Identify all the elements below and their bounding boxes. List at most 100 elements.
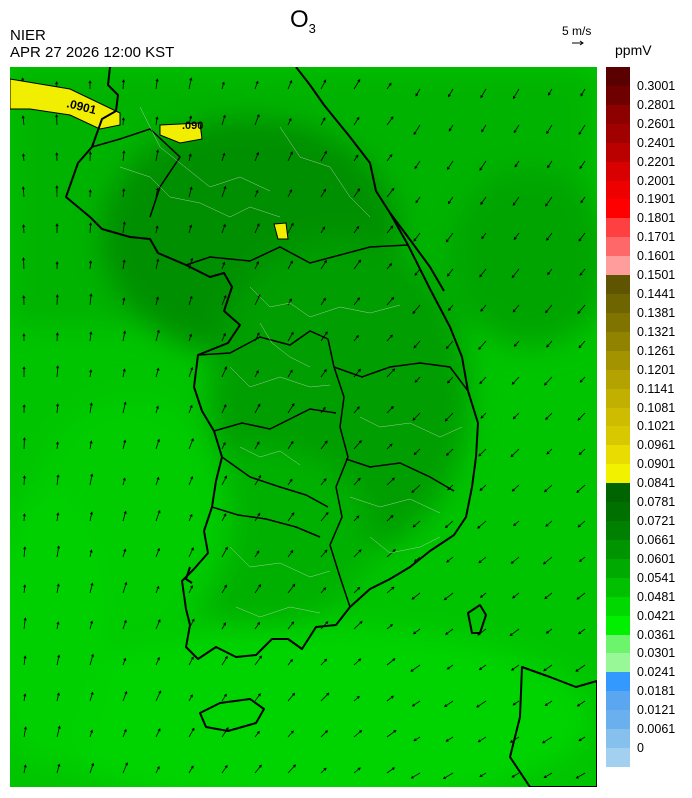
- wind-reference-arrow-icon: [572, 40, 584, 46]
- wind-arrow-icon: [254, 151, 260, 162]
- wind-arrow-icon: [155, 690, 162, 702]
- wind-arrow-icon: [55, 223, 59, 234]
- wind-arrow-icon: [577, 628, 586, 635]
- wind-arrow-icon: [287, 117, 292, 126]
- wind-arrow-icon: [480, 304, 487, 312]
- colorbar-tick-label: 0.0961: [637, 438, 676, 453]
- wind-arrow-icon: [155, 619, 161, 630]
- wind-arrow-icon: [386, 729, 397, 738]
- wind-arrow-icon: [353, 658, 362, 666]
- wind-arrow-icon: [23, 617, 27, 630]
- colorbar-segment: [606, 85, 630, 106]
- colorbar-tick-label: 0.0361: [637, 627, 676, 642]
- wind-arrow-icon: [509, 628, 520, 637]
- colorbar-tick-label: 0.0781: [637, 495, 676, 510]
- wind-arrow-icon: [477, 520, 487, 529]
- wind-arrow-icon: [188, 404, 193, 414]
- wind-arrow-icon: [445, 628, 454, 635]
- wind-arrow-icon: [89, 293, 93, 306]
- wind-arrow-icon: [22, 513, 26, 522]
- wind-arrow-icon: [155, 225, 159, 234]
- wind-arrow-icon: [122, 401, 127, 414]
- wind-arrow-icon: [56, 763, 61, 774]
- wind-arrow-icon: [353, 297, 361, 306]
- wind-arrow-icon: [353, 767, 361, 774]
- wind-arrow-icon: [89, 729, 94, 738]
- wind-arrow-icon: [412, 304, 421, 315]
- wind-arrow-icon: [56, 512, 60, 522]
- wind-arrow-icon: [287, 549, 294, 558]
- wind-arrow-icon: [353, 225, 360, 234]
- wind-arrow-icon: [445, 736, 454, 742]
- wind-arrow-icon: [413, 124, 421, 135]
- wind-arrow-icon: [221, 223, 226, 234]
- wind-arrow-icon: [287, 764, 297, 774]
- wind-arrow-icon: [543, 772, 553, 779]
- colorbar-segment: [606, 672, 630, 692]
- wind-arrow-icon: [55, 261, 59, 270]
- colorbar-tick-label: 0.0421: [637, 608, 676, 623]
- colorbar-segment: [606, 123, 630, 144]
- wind-arrow-icon: [122, 510, 127, 522]
- wind-arrow-icon: [22, 333, 26, 342]
- wind-arrow-icon: [386, 624, 394, 630]
- colorbar-segment: [606, 577, 630, 598]
- wind-arrow-icon: [410, 664, 421, 672]
- wind-arrow-icon: [155, 547, 160, 558]
- colorbar-segment: [606, 691, 630, 711]
- colorbar-tick-label: 0.1901: [637, 192, 676, 207]
- wind-arrow-icon: [353, 334, 359, 342]
- wind-arrow-icon: [287, 260, 293, 270]
- colorbar-tick-label: 0.2601: [637, 116, 676, 131]
- wind-arrow-icon: [547, 160, 553, 169]
- wind-arrow-icon: [320, 117, 326, 126]
- wind-arrow-icon: [577, 412, 586, 421]
- wind-arrow-icon: [320, 297, 326, 306]
- wind-arrow-icon: [353, 586, 361, 594]
- wind-arrow-icon: [545, 196, 553, 207]
- wind-arrow-icon: [155, 728, 161, 738]
- wind-vectors: [21, 77, 586, 780]
- colorbar-segment: [606, 350, 630, 371]
- wind-arrow-icon: [353, 477, 361, 486]
- colorbar-tick-label: 0.1141: [637, 381, 675, 396]
- wind-arrow-icon: [446, 268, 454, 277]
- wind-arrow-icon: [287, 658, 294, 666]
- wind-arrow-icon: [353, 368, 361, 378]
- wind-arrow-icon: [122, 690, 128, 702]
- wind-arrow-icon: [188, 765, 194, 774]
- wind-arrow-icon: [188, 77, 193, 90]
- wind-arrow-icon: [320, 226, 326, 234]
- wind-arrow-icon: [221, 152, 226, 162]
- wind-arrow-icon: [89, 762, 95, 774]
- wind-arrow-icon: [414, 376, 421, 383]
- colorbar-segment: [606, 426, 630, 446]
- wind-arrow-icon: [55, 332, 59, 342]
- colorbar-tick-label: 0.0601: [637, 551, 676, 566]
- wind-arrow-icon: [221, 546, 228, 558]
- wind-arrow-icon: [546, 340, 553, 348]
- wind-arrow-icon: [89, 582, 94, 594]
- wind-arrow-icon: [89, 402, 93, 414]
- colorbar-tick-label: 0.0541: [637, 570, 676, 585]
- wind-arrow-icon: [188, 513, 193, 522]
- wind-arrow-icon: [55, 185, 59, 198]
- wind-arrow-icon: [478, 340, 487, 350]
- wind-arrow-icon: [353, 154, 359, 162]
- wind-arrow-icon: [221, 294, 227, 306]
- wind-arrow-icon: [122, 477, 126, 486]
- wind-arrow-icon: [122, 150, 126, 162]
- wind-arrow-icon: [414, 160, 421, 170]
- wind-arrow-icon: [188, 475, 194, 486]
- district-boundaries: [119, 106, 463, 618]
- wind-arrow-icon: [56, 403, 60, 414]
- wind-arrow-icon: [480, 196, 487, 206]
- wind-arrow-icon: [254, 730, 260, 738]
- wind-arrow-icon: [544, 592, 553, 600]
- colorbar-tick-label: 0.1081: [637, 400, 676, 415]
- wind-arrow-icon: [320, 369, 327, 378]
- wind-arrow-icon: [121, 117, 125, 126]
- wind-arrow-icon: [221, 513, 227, 522]
- wind-arrow-icon: [478, 664, 487, 671]
- wind-arrow-icon: [22, 257, 26, 270]
